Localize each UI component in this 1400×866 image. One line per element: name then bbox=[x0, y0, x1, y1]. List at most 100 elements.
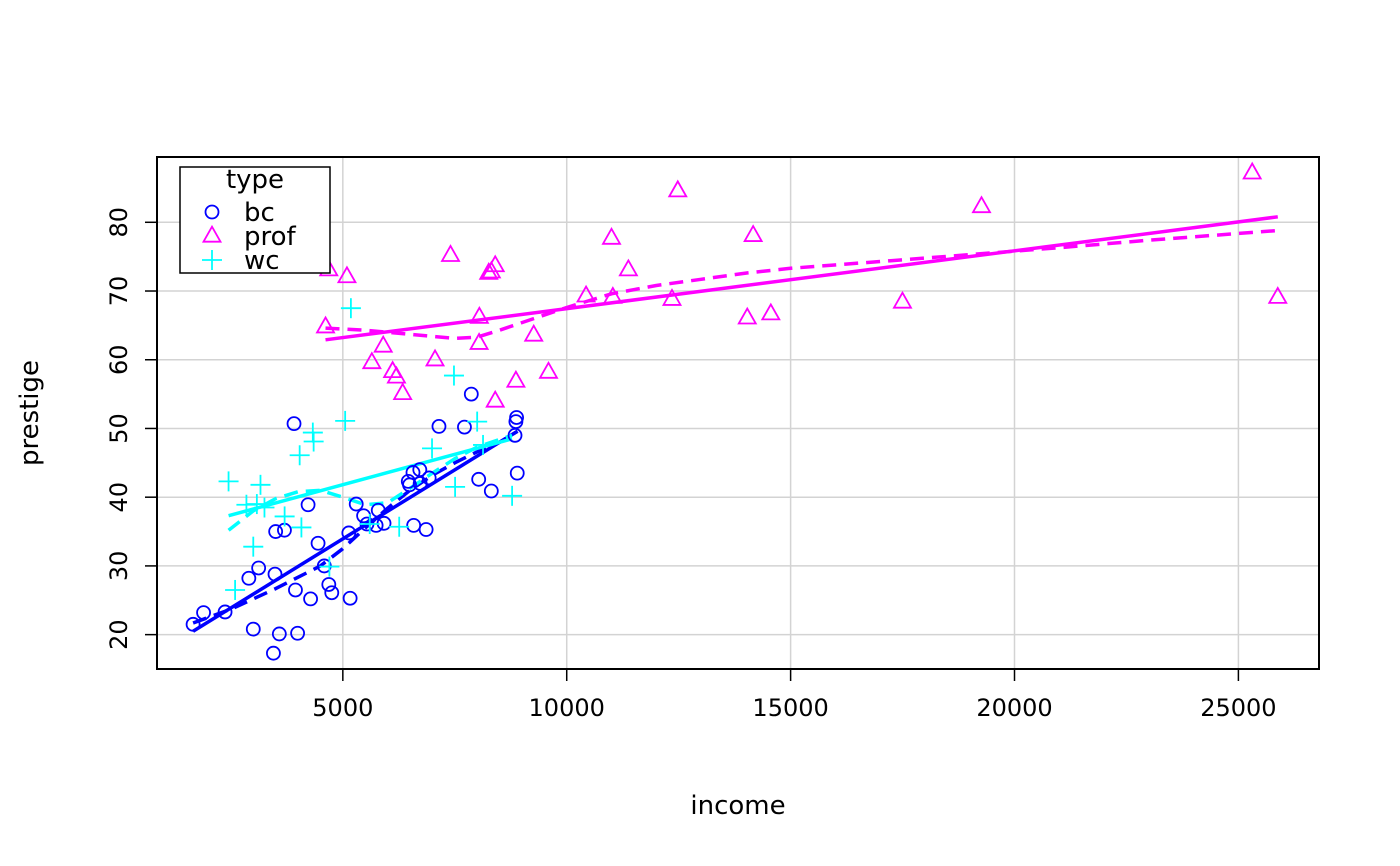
point-wc bbox=[225, 579, 246, 600]
point-prof bbox=[523, 323, 544, 342]
point-prof bbox=[743, 224, 764, 242]
point-bc bbox=[185, 616, 201, 632]
point-prof bbox=[361, 351, 382, 370]
y-tick-label: 80 bbox=[105, 207, 133, 238]
point-bc bbox=[266, 645, 281, 661]
point-prof bbox=[485, 254, 506, 273]
point-bc bbox=[290, 625, 306, 641]
point-bc bbox=[483, 483, 499, 499]
point-wc bbox=[467, 411, 488, 432]
x-tick-label: 10000 bbox=[529, 694, 605, 722]
point-prof bbox=[601, 226, 622, 245]
point-prof bbox=[392, 382, 413, 401]
y-tick-label: 40 bbox=[105, 482, 133, 513]
point-bc bbox=[463, 386, 479, 402]
point-bc bbox=[341, 525, 357, 541]
smooth-line-prof bbox=[325, 228, 1278, 341]
point-prof bbox=[892, 290, 913, 309]
point-bc bbox=[421, 470, 437, 486]
point-prof bbox=[971, 195, 992, 214]
point-wc bbox=[422, 438, 443, 459]
point-bc bbox=[310, 535, 326, 551]
point-wc bbox=[274, 506, 295, 527]
point-wc bbox=[340, 298, 361, 319]
point-prof bbox=[737, 306, 758, 325]
y-tick-label: 30 bbox=[105, 551, 133, 582]
legend-label-prof: prof bbox=[244, 222, 297, 252]
point-prof bbox=[760, 302, 781, 321]
point-bc bbox=[321, 577, 337, 592]
point-prof bbox=[661, 288, 683, 306]
point-bc bbox=[324, 585, 340, 601]
point-prof bbox=[538, 360, 559, 379]
y-tick-label: 50 bbox=[105, 413, 133, 444]
point-wc bbox=[389, 516, 410, 537]
point-bc bbox=[245, 621, 261, 637]
y-axis-label: prestige bbox=[15, 360, 45, 466]
point-bc bbox=[509, 410, 524, 425]
point-bc bbox=[348, 496, 364, 512]
point-prof bbox=[424, 348, 446, 367]
regression-lines bbox=[192, 215, 1279, 633]
point-wc bbox=[319, 556, 340, 577]
point-wc bbox=[243, 536, 264, 557]
point-prof bbox=[602, 286, 623, 304]
point-prof bbox=[505, 369, 526, 388]
point-bc bbox=[356, 508, 372, 524]
point-wc bbox=[303, 431, 324, 452]
point-wc bbox=[502, 485, 523, 506]
point-bc bbox=[241, 570, 257, 586]
point-wc bbox=[246, 494, 267, 515]
legend-marker-prof bbox=[201, 224, 223, 243]
point-bc bbox=[267, 566, 283, 582]
point-wc bbox=[443, 365, 464, 386]
legend-title: type bbox=[226, 165, 284, 195]
y-tick-label: 20 bbox=[105, 619, 133, 650]
y-tick-label: 60 bbox=[105, 344, 133, 375]
point-bc bbox=[300, 497, 316, 513]
point-wc bbox=[254, 497, 275, 518]
legend-box bbox=[179, 166, 331, 274]
fit-line-prof bbox=[325, 215, 1279, 342]
point-prof bbox=[485, 389, 506, 408]
point-bc bbox=[286, 416, 302, 432]
point-wc bbox=[218, 471, 239, 492]
legend-marker-bc bbox=[204, 204, 220, 220]
point-prof bbox=[373, 334, 394, 353]
point-prof bbox=[440, 244, 461, 262]
x-tick-label: 15000 bbox=[752, 694, 828, 722]
point-bc bbox=[271, 626, 287, 642]
legend-label-wc: wc bbox=[244, 246, 280, 276]
point-bc bbox=[405, 465, 421, 480]
point-bc bbox=[431, 419, 447, 434]
smooth-line-bc bbox=[192, 429, 519, 625]
point-bc bbox=[370, 502, 386, 518]
point-prof bbox=[667, 179, 688, 198]
point-wc bbox=[289, 445, 310, 466]
axes: 5000 10000 15000 20000 25000 20 30 40 50 60 70 80 bbox=[105, 207, 1277, 722]
point-bc bbox=[217, 604, 233, 620]
x-tick-label: 20000 bbox=[976, 694, 1052, 722]
point-prof bbox=[576, 284, 597, 303]
point-wc bbox=[250, 474, 271, 495]
point-bc bbox=[251, 560, 267, 576]
x-tick-label: 25000 bbox=[1200, 694, 1276, 722]
point-bc bbox=[406, 517, 422, 533]
x-tick-label: 5000 bbox=[312, 694, 373, 722]
point-prof bbox=[618, 258, 639, 277]
x-axis-label: income bbox=[690, 791, 785, 821]
smooth-line-wc bbox=[227, 433, 513, 532]
grid-layer bbox=[157, 157, 1319, 669]
y-tick-label: 70 bbox=[105, 276, 133, 307]
point-bc bbox=[303, 591, 318, 607]
point-bc bbox=[457, 419, 472, 435]
point-bc bbox=[471, 471, 487, 487]
point-bc bbox=[288, 582, 303, 598]
point-prof bbox=[386, 365, 407, 384]
legend-label-bc: bc bbox=[244, 198, 275, 228]
point-bc bbox=[196, 605, 211, 621]
point-prof bbox=[336, 265, 357, 284]
